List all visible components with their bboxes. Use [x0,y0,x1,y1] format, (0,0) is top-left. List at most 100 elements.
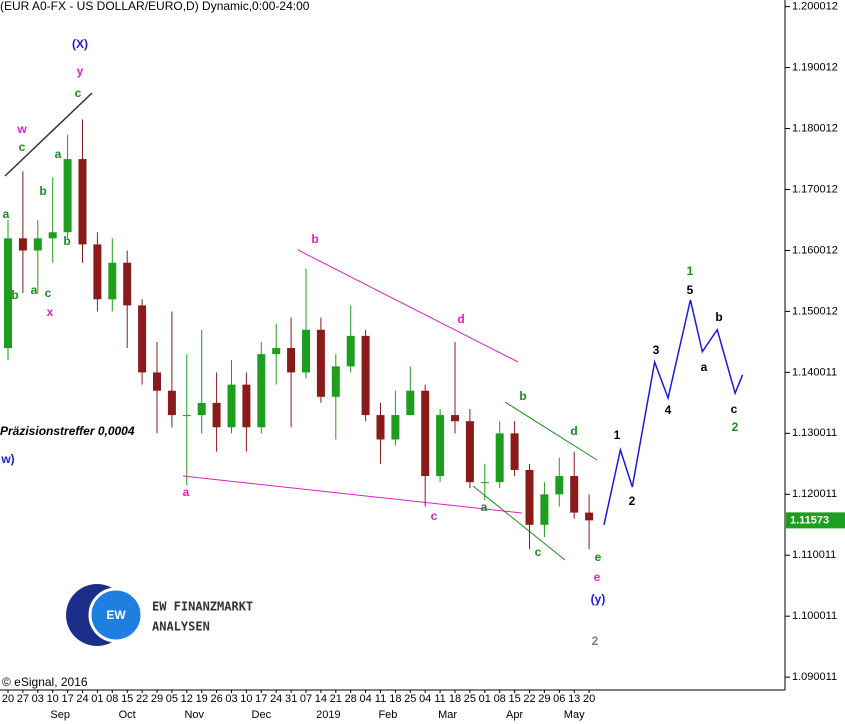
candle-body [167,390,176,416]
x-tick-label: 12 [181,693,193,705]
x-tick-label: 25 [464,693,476,705]
wave-label: d [457,312,464,326]
candle-body [227,384,236,428]
candle-body [257,354,266,428]
x-tick-label: 04 [419,693,431,705]
wave-label: a [31,283,38,297]
wave-label: e [595,550,602,564]
logo: EW EW FINANZMARKT ANALYSEN [66,584,253,646]
logo-line2: ANALYSEN [152,620,210,634]
candle-body [153,372,161,391]
wave-label: 2 [732,420,739,434]
x-tick-label: 08 [494,693,506,705]
month-label: Apr [506,709,523,721]
x-tick-label: 28 [345,693,357,705]
candle-body [302,329,310,373]
y-tick-label: 1.200012 [792,1,838,13]
month-label: Sep [50,709,70,721]
wave-label: c [45,286,52,300]
candle-body [376,415,385,440]
y-tick-label: 1.130011 [792,427,837,439]
candle-body [495,433,504,483]
x-tick-label: 03 [225,693,237,705]
wave-label: c [535,545,542,559]
x-tick-label: 29 [151,693,163,705]
trend-line [182,475,523,514]
x-tick-label: 06 [553,693,565,705]
candle-body [331,366,340,397]
wave-label: a [55,147,62,161]
candle-body [421,390,430,477]
wave-label: y [77,64,84,78]
x-tick-label: 25 [404,693,416,705]
candle-body [78,159,87,245]
candle-body [33,238,42,251]
month-label: Oct [119,709,136,721]
wave-label: a [3,207,10,221]
wave-label: 1 [614,428,621,442]
y-tick-label: 1.140011 [792,366,837,378]
y-tick-label: 1.150012 [792,305,838,317]
candle-body [138,305,147,373]
month-label: Mar [438,709,457,721]
x-tick-label: 14 [315,693,327,705]
wave-label: (y) [591,592,606,606]
wave-label: d [570,424,577,438]
month-label: Dec [252,709,272,721]
wave-label: 2 [592,634,599,648]
candle-body [451,415,459,422]
candle-body [406,390,415,416]
candle-body [197,402,206,416]
wave-label: w) [0,452,14,466]
candle-body [525,469,534,525]
candle-body [540,494,549,525]
month-label: May [564,709,585,721]
x-tick-label: 05 [166,693,178,705]
wave-label: b [519,389,526,403]
x-tick-label: 20 [2,693,14,705]
x-tick-label: 21 [330,693,342,705]
candle-body [63,159,72,233]
candle-body [585,512,594,521]
y-tick-label: 1.170012 [792,183,838,195]
wave-label: 4 [665,403,672,417]
x-tick-label: 15 [121,693,133,705]
wave-label: b [311,232,318,246]
candle-body [316,329,325,397]
candle-body [123,262,132,306]
wave-label: w [16,122,27,136]
month-label: Nov [184,709,204,721]
x-tick-label: 17 [61,693,73,705]
candle-body [108,262,117,300]
y-tick-label: 1.190012 [792,61,838,73]
wave-label: a [183,485,190,499]
y-tick-label: 1.120011 [792,488,837,500]
wave-label: 5 [687,283,694,297]
x-tick-label: 04 [359,693,371,705]
y-tick-label: 1.110011 [792,549,836,561]
x-tick-label: 07 [300,693,312,705]
x-tick-label: 26 [210,693,222,705]
y-tick-label: 1.100011 [792,610,837,622]
wave-label: 1 [687,264,694,278]
month-label: Feb [378,709,397,721]
trend-line [297,249,519,363]
x-tick-label: 01 [479,693,491,705]
candle-body [465,421,474,483]
wave-label: b [715,310,722,324]
x-tick-label: 18 [389,693,401,705]
x-tick-label: 29 [538,693,550,705]
x-tick-label: 22 [523,693,535,705]
x-tick-label: 24 [270,693,282,705]
trend-line [4,92,93,177]
logo-disc [88,587,144,643]
x-tick-label: 11 [434,693,445,705]
x-tick-label: 27 [17,693,29,705]
wave-label: (X) [72,37,88,51]
candle-body [287,348,296,373]
x-tick-label: 18 [449,693,461,705]
candle-body [182,415,191,417]
x-tick-label: 24 [76,693,88,705]
price-tag-label: 1.11573 [790,514,829,526]
price-tag [786,512,845,529]
